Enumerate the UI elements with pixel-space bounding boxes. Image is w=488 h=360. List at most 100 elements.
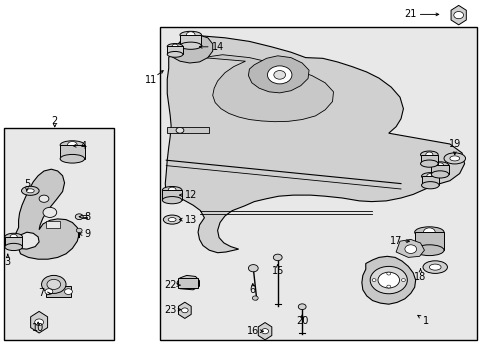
Circle shape bbox=[426, 174, 433, 179]
Polygon shape bbox=[258, 323, 271, 340]
Ellipse shape bbox=[60, 141, 84, 149]
Bar bbox=[4, 128, 114, 340]
Ellipse shape bbox=[5, 243, 22, 251]
Circle shape bbox=[423, 228, 434, 237]
Text: 12: 12 bbox=[184, 190, 197, 200]
Circle shape bbox=[386, 272, 390, 275]
Text: 23: 23 bbox=[163, 305, 176, 315]
Circle shape bbox=[425, 152, 432, 157]
Circle shape bbox=[176, 127, 183, 133]
Ellipse shape bbox=[449, 156, 459, 161]
Text: 7: 7 bbox=[39, 288, 44, 298]
Bar bbox=[60, 145, 84, 159]
Ellipse shape bbox=[420, 160, 437, 167]
Ellipse shape bbox=[162, 197, 182, 204]
Ellipse shape bbox=[422, 261, 447, 274]
Text: 6: 6 bbox=[249, 285, 255, 295]
Text: 5: 5 bbox=[24, 179, 30, 189]
Circle shape bbox=[172, 44, 178, 49]
Ellipse shape bbox=[420, 151, 437, 158]
Ellipse shape bbox=[5, 233, 22, 240]
Polygon shape bbox=[31, 311, 47, 333]
Ellipse shape bbox=[430, 171, 448, 178]
Text: 3: 3 bbox=[5, 257, 11, 267]
Ellipse shape bbox=[421, 173, 438, 180]
Circle shape bbox=[181, 308, 188, 313]
Text: 9: 9 bbox=[84, 229, 90, 239]
Text: 15: 15 bbox=[271, 266, 284, 276]
Circle shape bbox=[35, 319, 43, 325]
Ellipse shape bbox=[21, 186, 39, 195]
Polygon shape bbox=[177, 275, 199, 290]
Bar bbox=[160, 27, 476, 340]
Text: 13: 13 bbox=[184, 215, 197, 225]
Polygon shape bbox=[361, 256, 415, 304]
Circle shape bbox=[252, 296, 258, 300]
Circle shape bbox=[377, 272, 399, 288]
Bar bbox=[414, 232, 443, 250]
Ellipse shape bbox=[414, 245, 443, 256]
Bar bbox=[162, 190, 182, 200]
Circle shape bbox=[248, 265, 258, 272]
Text: 1: 1 bbox=[423, 316, 428, 326]
Circle shape bbox=[75, 214, 83, 220]
Circle shape bbox=[404, 245, 416, 253]
Circle shape bbox=[453, 12, 463, 19]
Text: 22: 22 bbox=[163, 280, 176, 290]
Text: 20: 20 bbox=[295, 316, 308, 326]
Circle shape bbox=[47, 279, 61, 289]
Ellipse shape bbox=[421, 181, 438, 189]
Text: 4: 4 bbox=[81, 141, 87, 151]
Ellipse shape bbox=[163, 215, 181, 224]
Circle shape bbox=[261, 329, 268, 334]
Ellipse shape bbox=[26, 189, 34, 193]
Circle shape bbox=[39, 195, 49, 202]
Circle shape bbox=[64, 289, 72, 294]
Text: 19: 19 bbox=[447, 139, 460, 149]
Text: 21: 21 bbox=[404, 9, 416, 19]
Polygon shape bbox=[450, 5, 466, 25]
Circle shape bbox=[45, 289, 53, 294]
Text: 10: 10 bbox=[32, 323, 44, 333]
Ellipse shape bbox=[167, 44, 183, 49]
Text: 17: 17 bbox=[389, 236, 402, 246]
Circle shape bbox=[10, 234, 17, 239]
Ellipse shape bbox=[60, 154, 84, 163]
Circle shape bbox=[41, 275, 66, 293]
Circle shape bbox=[436, 163, 443, 168]
Ellipse shape bbox=[414, 227, 443, 238]
Circle shape bbox=[298, 304, 305, 310]
Ellipse shape bbox=[430, 162, 448, 169]
Text: 14: 14 bbox=[211, 42, 224, 52]
Polygon shape bbox=[395, 239, 424, 257]
Circle shape bbox=[369, 266, 407, 294]
Ellipse shape bbox=[180, 42, 201, 49]
Circle shape bbox=[76, 228, 82, 233]
Polygon shape bbox=[178, 302, 191, 318]
Circle shape bbox=[168, 187, 176, 193]
Ellipse shape bbox=[167, 51, 183, 57]
Bar bbox=[180, 35, 201, 46]
Circle shape bbox=[186, 32, 195, 38]
Text: 8: 8 bbox=[84, 212, 90, 222]
Circle shape bbox=[371, 279, 375, 282]
Polygon shape bbox=[165, 34, 464, 253]
Bar bbox=[167, 127, 208, 133]
Ellipse shape bbox=[428, 264, 440, 270]
Circle shape bbox=[67, 141, 77, 149]
Circle shape bbox=[267, 66, 291, 84]
Polygon shape bbox=[203, 55, 333, 122]
Bar bbox=[5, 237, 22, 247]
Ellipse shape bbox=[162, 186, 182, 194]
Circle shape bbox=[43, 207, 57, 217]
Bar bbox=[178, 278, 198, 288]
Bar bbox=[420, 155, 437, 163]
Polygon shape bbox=[170, 35, 212, 63]
Circle shape bbox=[273, 254, 282, 261]
Circle shape bbox=[273, 71, 285, 79]
Text: 18: 18 bbox=[413, 272, 426, 282]
Ellipse shape bbox=[443, 153, 465, 164]
Ellipse shape bbox=[168, 217, 176, 222]
Circle shape bbox=[454, 12, 462, 18]
Bar bbox=[421, 176, 438, 185]
